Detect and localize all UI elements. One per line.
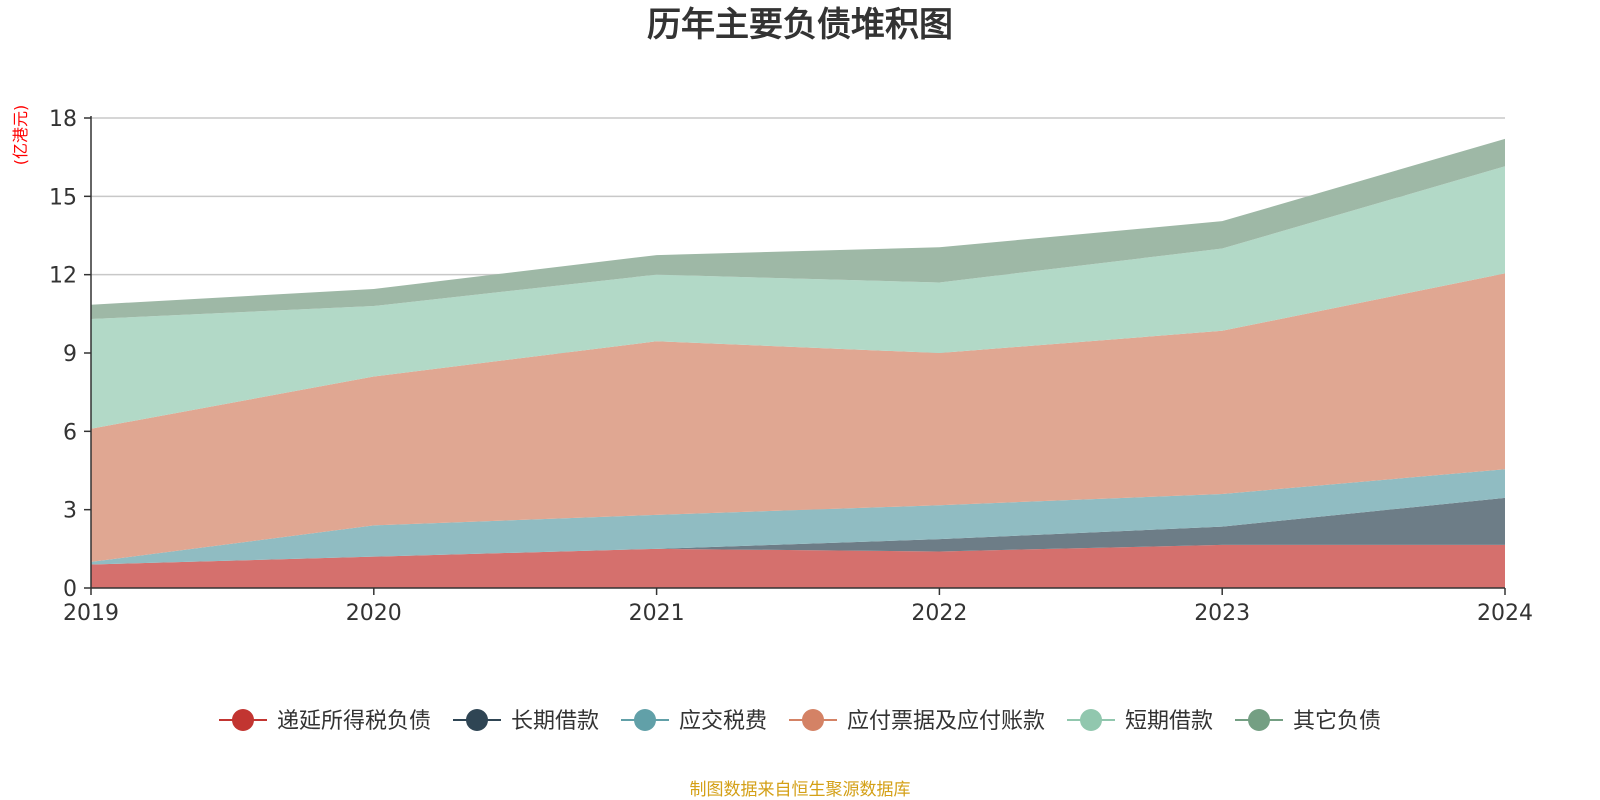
y-tick-label: 15 [49,185,77,210]
area-series-5 [91,166,1505,429]
area-series-layer [91,138,1505,588]
legend-item-2[interactable]: 长期借款 [453,709,599,734]
legend-item-4[interactable]: 应付票据及应付账款 [789,709,1045,734]
legend-item-6[interactable]: 其它负债 [1235,709,1381,734]
legend-label: 长期借款 [511,709,599,734]
legend-label: 递延所得税负债 [277,709,431,734]
legend-circle-icon [466,709,488,731]
legend-circle-icon [1080,709,1102,731]
legend-label: 短期借款 [1125,709,1213,734]
y-tick-label: 6 [63,420,77,445]
legend-circle-icon [634,709,656,731]
x-tick-label: 2024 [1477,601,1533,626]
x-tick-label: 2019 [63,601,119,626]
x-tick-label: 2020 [346,601,402,626]
y-tick-label: 3 [63,499,77,524]
legend-item-5[interactable]: 短期借款 [1067,709,1213,734]
chart-title: 历年主要负债堆积图 [647,5,953,45]
x-tick-label: 2023 [1194,601,1250,626]
legend-circle-icon [802,709,824,731]
legend-item-3[interactable]: 应交税费 [621,709,767,734]
area-series-4 [91,273,1505,562]
y-tick-label: 0 [63,577,77,602]
area-series-1 [91,544,1505,588]
legend-circle-icon [232,709,254,731]
x-tick-label: 2022 [911,601,967,626]
axes: 0 3 6 9 12 15 18 2019 2020 2021 2022 2023 2024 [49,107,1533,626]
legend-item-1[interactable]: 递延所得税负债 [219,709,431,734]
x-tick-label: 2021 [629,601,685,626]
y-axis-unit-label: (亿港元) [11,105,30,166]
y-tick-label: 12 [49,264,77,289]
area-series-3 [91,469,1505,565]
area-series-2 [91,497,1505,565]
y-tick-label: 9 [63,342,77,367]
legend-label: 应付票据及应付账款 [847,709,1045,734]
source-note: 制图数据来自恒生聚源数据库 [690,780,911,800]
y-tick-label: 18 [49,107,77,132]
legend[interactable]: 递延所得税负债 长期借款 应交税费 应付票据及应付账款 短期借款 其它负债 [219,709,1381,734]
area-series-6 [91,138,1505,320]
legend-label: 应交税费 [679,709,767,734]
legend-circle-icon [1248,709,1270,731]
legend-label: 其它负债 [1293,709,1381,734]
